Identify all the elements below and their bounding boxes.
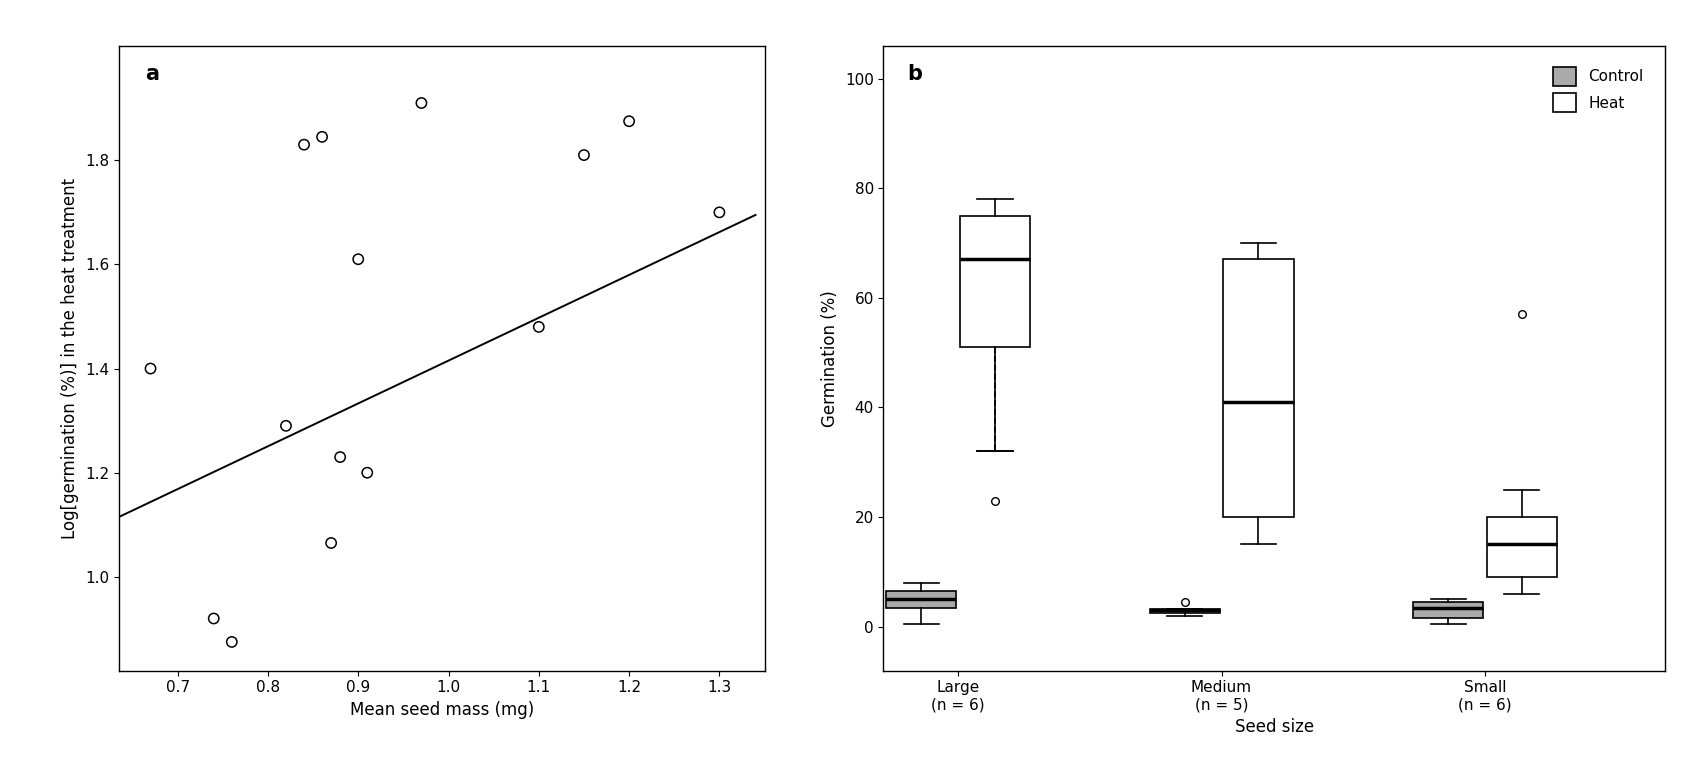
Point xyxy=(525,321,552,333)
Point xyxy=(408,97,435,109)
Point xyxy=(217,636,245,648)
Point xyxy=(290,139,318,151)
PathPatch shape xyxy=(1486,517,1555,578)
X-axis label: Mean seed mass (mg): Mean seed mass (mg) xyxy=(350,701,533,719)
PathPatch shape xyxy=(1223,260,1292,517)
Point xyxy=(318,537,345,549)
PathPatch shape xyxy=(886,591,956,607)
Point xyxy=(345,253,372,265)
Point xyxy=(272,420,299,432)
PathPatch shape xyxy=(1150,609,1219,613)
Point xyxy=(138,363,165,375)
Text: b: b xyxy=(907,65,922,85)
Point xyxy=(571,149,598,162)
Point xyxy=(200,613,228,625)
PathPatch shape xyxy=(959,216,1029,347)
X-axis label: Seed size: Seed size xyxy=(1234,719,1313,736)
PathPatch shape xyxy=(1413,602,1482,619)
Point xyxy=(705,207,732,219)
Point xyxy=(353,466,380,479)
Legend: Control, Heat: Control, Heat xyxy=(1547,61,1649,118)
Y-axis label: Germination (%): Germination (%) xyxy=(820,290,839,427)
Point xyxy=(615,115,642,127)
Y-axis label: Log[germination (%)] in the heat treatment: Log[germination (%)] in the heat treatme… xyxy=(61,178,80,539)
Point xyxy=(309,131,336,143)
Point xyxy=(326,451,353,463)
Text: a: a xyxy=(144,65,158,85)
